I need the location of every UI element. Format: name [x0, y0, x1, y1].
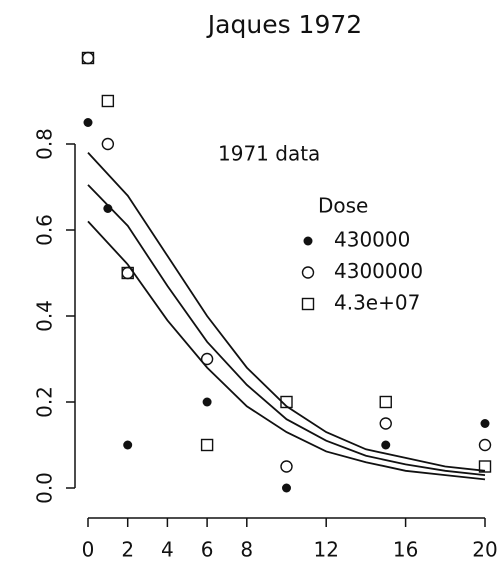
y-tick-label: 0.2 [33, 386, 57, 418]
marker-circle [101, 137, 115, 151]
marker-square [478, 460, 492, 473]
marker-square [200, 438, 214, 452]
annotation: 1971 data [218, 142, 320, 166]
y-tick-label: 0.4 [33, 300, 57, 332]
marker-circle [200, 352, 214, 366]
legend-marker [303, 236, 313, 246]
marker-square [101, 94, 115, 108]
marker-circle [379, 417, 392, 430]
legend-marker [301, 297, 315, 311]
marker-dot [123, 440, 133, 450]
marker-square [280, 395, 293, 409]
x-tick-label: 2 [121, 538, 134, 562]
fitted-curve [87, 184, 486, 476]
y-tick-label: 0.8 [33, 128, 57, 160]
marker-dot [103, 204, 113, 213]
x-tick-label: 4 [161, 538, 174, 562]
legend-label: 4.3e+07 [334, 291, 420, 315]
marker-dot [202, 397, 212, 407]
legend-label: 4300000 [334, 259, 423, 283]
marker-dot [381, 440, 391, 450]
x-tick-label: 16 [393, 538, 418, 562]
marker-circle [121, 266, 134, 280]
marker-dot [83, 118, 93, 127]
x-tick-label: 0 [82, 538, 95, 562]
marker-square [81, 51, 95, 65]
marker-dot [282, 483, 291, 493]
x-tick-label: 6 [201, 538, 214, 562]
x-tick-label: 20 [472, 538, 497, 562]
marker-circle [81, 51, 95, 65]
y-tick-label: 0.0 [33, 472, 57, 504]
x-tick-label: 8 [240, 538, 253, 562]
x-tick-label: 12 [313, 538, 338, 562]
legend-label: 430000 [334, 228, 410, 252]
fitted-curve [87, 220, 486, 481]
marker-square [121, 266, 134, 280]
marker-circle [478, 438, 492, 452]
chart-title: Jaques 1972 [206, 10, 362, 39]
marker-circle [280, 460, 293, 473]
marker-square [379, 395, 392, 409]
legend-title: Dose [318, 194, 368, 218]
legend-marker [301, 266, 315, 279]
marker-dot [480, 419, 490, 428]
y-tick-label: 0.6 [33, 214, 57, 246]
fitted-curve [87, 151, 486, 472]
